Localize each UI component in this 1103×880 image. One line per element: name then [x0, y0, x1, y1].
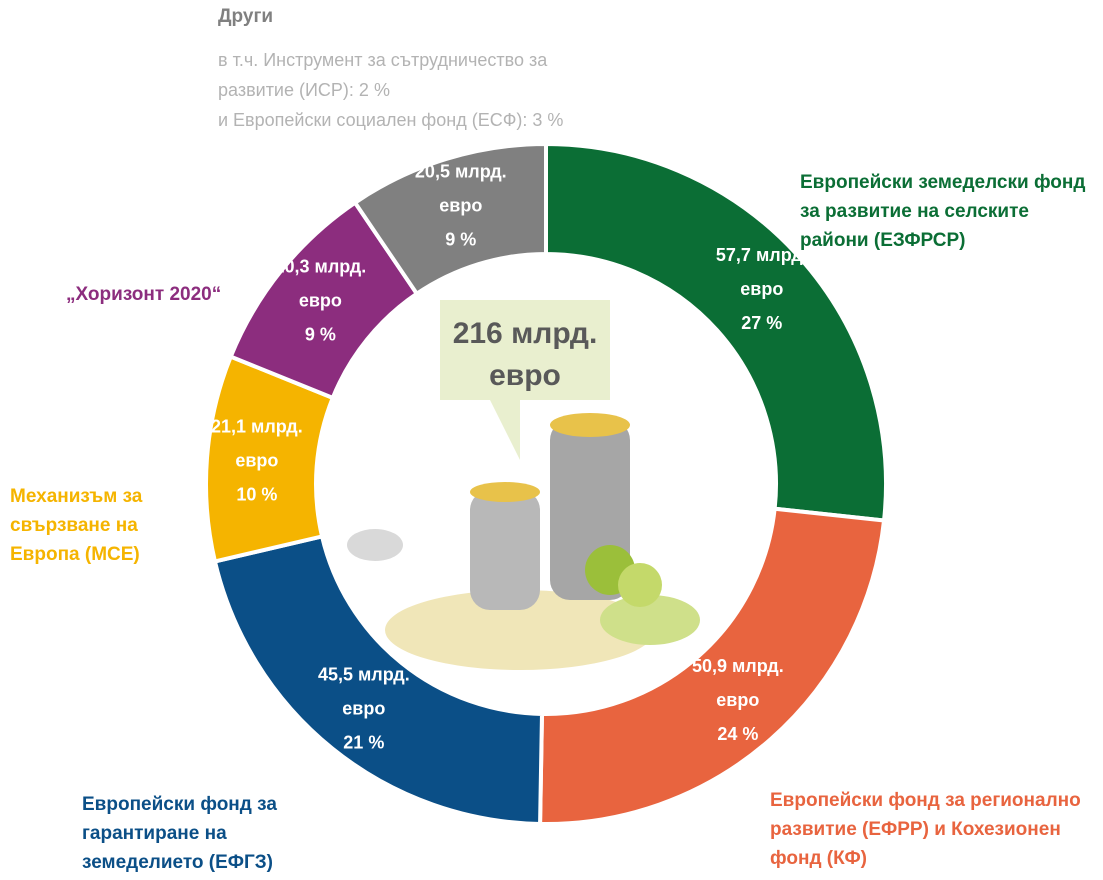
- category-label: Европейски фонд за гарантиране на земеде…: [82, 794, 277, 873]
- category-label: Европейски земеделски фонд за развитие н…: [800, 172, 1086, 251]
- note-line: развитие (ИСР): 2 %: [218, 80, 390, 100]
- category-label: Механизъм за свързване на Европа (МСЕ): [10, 486, 143, 565]
- value-label: 20,5 млрд.: [415, 162, 507, 182]
- center-label: евро: [489, 359, 561, 392]
- donut-segment: [352, 141, 548, 297]
- center-label: 216 млрд.: [453, 317, 598, 350]
- note-line: в т.ч. Инструмент за сътрудничество за: [218, 50, 548, 70]
- category-label: Други: [218, 6, 274, 27]
- value-label: 57,7 млрд.: [716, 245, 808, 265]
- unit-label: евро: [342, 698, 385, 718]
- percent-label: 10 %: [236, 484, 277, 504]
- percent-label: 24 %: [717, 724, 758, 744]
- unit-label: евро: [235, 450, 278, 470]
- category-label: Европейски фонд за регионално развитие (…: [770, 790, 1081, 869]
- unit-label: евро: [299, 291, 342, 311]
- value-label: 20,3 млрд.: [274, 257, 366, 277]
- value-label: 50,9 млрд.: [692, 656, 784, 676]
- illustration: [347, 300, 700, 670]
- unit-label: евро: [439, 196, 482, 216]
- note-line: и Европейски социален фонд (ЕСФ): 3 %: [218, 110, 564, 130]
- donut-segment: [544, 141, 888, 523]
- percent-label: 27 %: [741, 313, 782, 333]
- note: в т.ч. Инструмент за сътрудничество за р…: [218, 45, 563, 135]
- donut-segment: [538, 506, 887, 826]
- category-label: „Хоризонт 2020“: [66, 284, 222, 305]
- value-label: 21,1 млрд.: [211, 416, 303, 436]
- unit-label: евро: [740, 279, 783, 299]
- percent-label: 9 %: [445, 230, 476, 250]
- percent-label: 21 %: [343, 732, 384, 752]
- unit-label: евро: [716, 690, 759, 710]
- percent-label: 9 %: [305, 325, 336, 345]
- value-label: 45,5 млрд.: [318, 664, 410, 684]
- donut-segment: [212, 533, 545, 826]
